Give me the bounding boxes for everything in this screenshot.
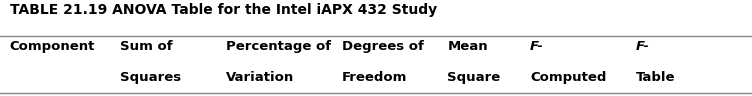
Text: Variation: Variation xyxy=(226,71,294,84)
Text: Component: Component xyxy=(10,40,96,53)
Text: Sum of: Sum of xyxy=(120,40,173,53)
Text: F-: F- xyxy=(635,40,649,53)
Text: Square: Square xyxy=(447,71,501,84)
Text: Table: Table xyxy=(635,71,675,84)
Text: Squares: Squares xyxy=(120,71,181,84)
Text: Degrees of: Degrees of xyxy=(342,40,424,53)
Text: TABLE 21.19 ANOVA Table for the Intel iAPX 432 Study: TABLE 21.19 ANOVA Table for the Intel iA… xyxy=(10,3,437,17)
Text: F-: F- xyxy=(530,40,544,53)
Text: Mean: Mean xyxy=(447,40,488,53)
Text: Freedom: Freedom xyxy=(342,71,408,84)
Text: Percentage of: Percentage of xyxy=(226,40,331,53)
Text: Computed: Computed xyxy=(530,71,607,84)
